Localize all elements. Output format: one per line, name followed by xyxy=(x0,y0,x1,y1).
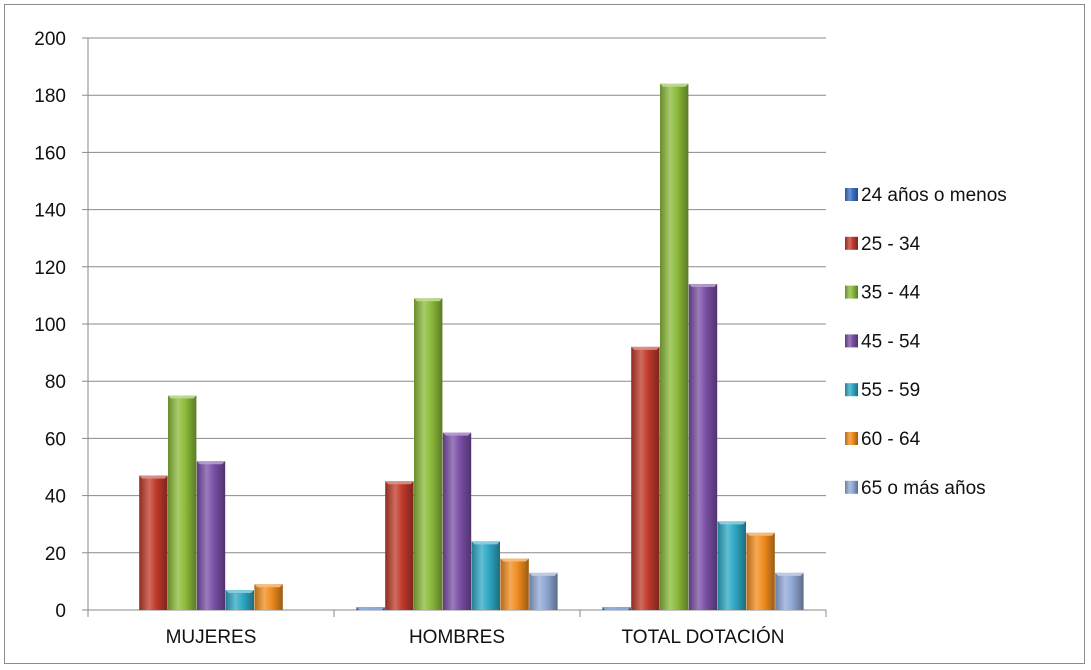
bar xyxy=(385,481,414,610)
y-tick-label: 40 xyxy=(45,487,66,508)
bar-top-bevel xyxy=(356,607,385,611)
bar xyxy=(775,572,804,610)
bar-top-bevel xyxy=(442,432,472,436)
bar xyxy=(414,298,443,610)
bar-top-bevel xyxy=(688,283,718,287)
bar-top-bevel xyxy=(529,572,558,576)
bar-top-bevel xyxy=(414,298,443,302)
bar xyxy=(688,283,718,610)
legend-label: 24 años o menos xyxy=(861,185,1007,206)
legend-label: 55 - 59 xyxy=(861,380,920,401)
bar xyxy=(717,521,746,610)
legend-swatch xyxy=(845,236,858,250)
bar xyxy=(442,432,472,610)
bar-top-bevel xyxy=(746,532,775,536)
bar xyxy=(139,475,168,610)
bar xyxy=(168,395,197,610)
bar xyxy=(660,83,689,610)
legend-swatch xyxy=(845,432,858,445)
bar xyxy=(225,589,254,610)
y-tick-label: 140 xyxy=(34,201,66,222)
bar xyxy=(254,584,283,610)
y-tick-label: 120 xyxy=(34,258,66,279)
bar-top-bevel xyxy=(775,572,804,576)
legend-swatch xyxy=(845,383,858,397)
legend-swatch xyxy=(845,480,858,494)
y-tick-label: 200 xyxy=(34,29,66,50)
bar-top-bevel xyxy=(660,83,689,87)
bar-top-bevel xyxy=(471,541,500,545)
x-category-label: HOMBRES xyxy=(409,627,505,648)
legend-label: 60 - 64 xyxy=(861,429,921,450)
bar-top-bevel xyxy=(254,584,283,588)
bar-top-bevel xyxy=(139,475,168,479)
bar xyxy=(196,461,226,610)
x-category-label: MUJERES xyxy=(166,627,257,648)
y-tick-label: 180 xyxy=(34,86,66,107)
legend-swatch xyxy=(845,188,858,201)
bar xyxy=(631,346,660,610)
x-category-label: TOTAL DOTACIÓN xyxy=(622,626,785,648)
bar-top-bevel xyxy=(631,346,660,350)
legend-label: 25 - 34 xyxy=(861,234,921,255)
y-tick-label: 60 xyxy=(45,429,66,450)
bar-top-bevel xyxy=(602,607,631,611)
bar-top-bevel xyxy=(500,558,529,562)
bar xyxy=(746,532,775,610)
y-tick-label: 100 xyxy=(34,315,66,336)
bar-top-bevel xyxy=(168,395,197,399)
legend-label: 65 o más años xyxy=(861,478,986,499)
bar xyxy=(529,572,558,610)
legend-label: 35 - 44 xyxy=(861,283,921,304)
legend-swatch xyxy=(845,285,858,299)
y-tick-label: 80 xyxy=(45,372,66,393)
legend-label: 45 - 54 xyxy=(861,331,921,352)
y-tick-label: 160 xyxy=(34,143,66,164)
bar-top-bevel xyxy=(196,461,226,465)
legend-swatch xyxy=(845,334,858,348)
bar-top-bevel xyxy=(385,481,414,485)
y-tick-label: 20 xyxy=(45,544,66,565)
bar-top-bevel xyxy=(225,589,254,593)
bar xyxy=(471,541,500,610)
bar xyxy=(500,558,529,610)
bar-top-bevel xyxy=(717,521,746,525)
y-tick-label: 0 xyxy=(55,601,66,622)
